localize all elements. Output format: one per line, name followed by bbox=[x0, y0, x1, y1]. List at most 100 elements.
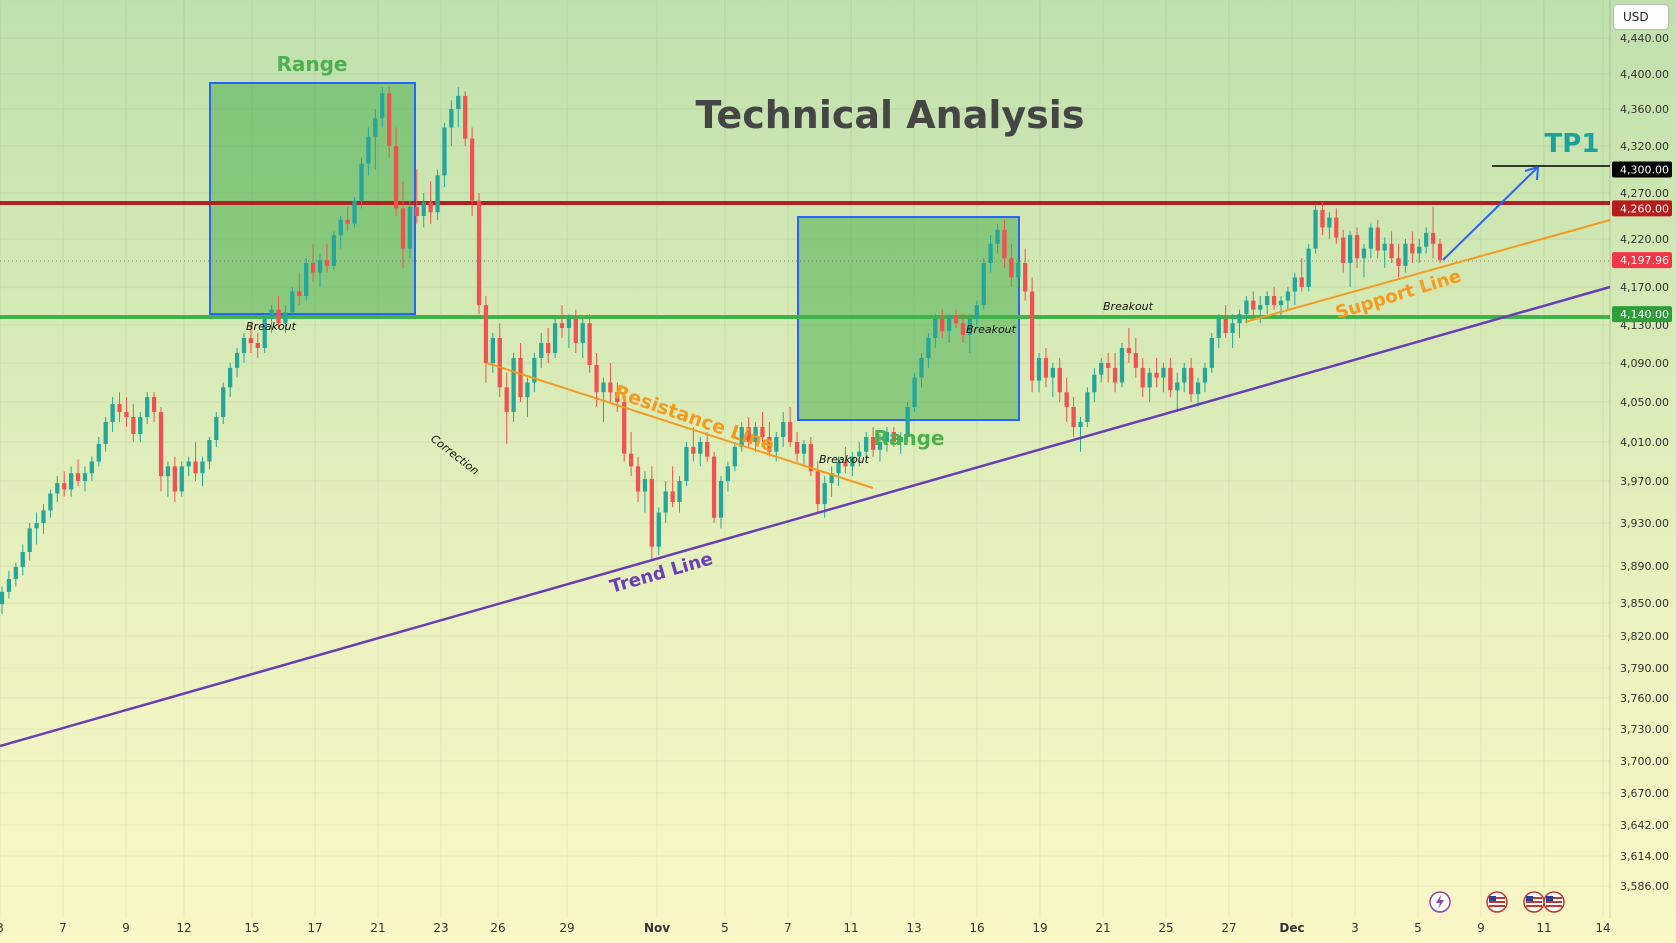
candle-body bbox=[1354, 235, 1360, 259]
x-tick-label: 3 bbox=[1351, 921, 1359, 935]
x-tick-label: Dec bbox=[1279, 921, 1304, 935]
candle-body bbox=[221, 387, 226, 417]
x-tick-label: 17 bbox=[307, 921, 322, 935]
candle-body bbox=[1292, 277, 1297, 292]
us-flag-icon[interactable] bbox=[1523, 891, 1545, 913]
candle-body bbox=[1271, 296, 1277, 306]
candle-body bbox=[248, 338, 254, 343]
candle-body bbox=[317, 260, 323, 273]
candle-body bbox=[1437, 243, 1443, 261]
range-box-1[interactable] bbox=[209, 82, 416, 315]
us-flag-icon[interactable] bbox=[1486, 891, 1508, 913]
x-tick-label: 5 bbox=[1414, 921, 1422, 935]
time-axis[interactable]: 3 7 9 12 15 17 21 23 26 29 Nov 5 7 11 13 16 19 21 25 27 Dec 3… bbox=[0, 921, 1611, 935]
candle-body bbox=[1154, 372, 1159, 378]
candle-body bbox=[1313, 209, 1318, 249]
candle-body bbox=[753, 427, 758, 442]
candle-body bbox=[767, 437, 772, 452]
candle-body bbox=[898, 437, 903, 442]
candle-body bbox=[656, 512, 661, 547]
y-tick-label: 4,320.00 bbox=[1620, 140, 1669, 153]
candle-body bbox=[864, 437, 869, 452]
candle-body bbox=[1403, 243, 1408, 266]
candle-body bbox=[75, 473, 81, 481]
candle-body bbox=[1147, 372, 1152, 388]
resistance-line[interactable] bbox=[486, 362, 874, 489]
candle-body bbox=[103, 422, 108, 444]
candle-body bbox=[373, 118, 378, 137]
y-tick-label: 3,614.00 bbox=[1620, 850, 1669, 863]
candle-body bbox=[1299, 277, 1304, 287]
candle-body bbox=[151, 397, 157, 412]
support-line[interactable] bbox=[1244, 219, 1611, 323]
x-tick-label: 25 bbox=[1158, 921, 1173, 935]
candle-body bbox=[504, 387, 509, 412]
x-tick-label: 21 bbox=[1095, 921, 1110, 935]
candle-body bbox=[594, 364, 599, 393]
y-tick-label: 3,730.00 bbox=[1620, 723, 1669, 736]
candle-body bbox=[1417, 246, 1422, 254]
x-tick-label: 11 bbox=[1536, 921, 1551, 935]
candle-body bbox=[1410, 243, 1415, 254]
us-flag-icon[interactable] bbox=[1543, 891, 1565, 913]
candle-body bbox=[1029, 291, 1035, 381]
candle-body bbox=[670, 491, 675, 502]
candle-body bbox=[877, 442, 883, 450]
candle-body bbox=[62, 483, 67, 490]
candle-body bbox=[117, 404, 122, 412]
y-tick-label: 3,790.00 bbox=[1620, 662, 1669, 675]
correction-label: Correction bbox=[428, 432, 481, 478]
candle-body bbox=[276, 309, 281, 324]
candle-body bbox=[628, 453, 634, 467]
candle-body bbox=[27, 528, 32, 553]
candle-body bbox=[642, 479, 648, 492]
candle-body bbox=[774, 437, 779, 452]
candle-body bbox=[525, 382, 530, 398]
price-axis[interactable]: 4,440.00 4,400.00 4,360.00 4,320.00 4,270.00… bbox=[1609, 0, 1669, 918]
candle-body bbox=[926, 338, 931, 358]
candle-body bbox=[456, 95, 461, 109]
candle-body bbox=[179, 466, 184, 492]
x-tick-label: 9 bbox=[1477, 921, 1485, 935]
candle-body bbox=[186, 461, 191, 467]
candle-body bbox=[449, 109, 454, 128]
y-tick-label: 3,760.00 bbox=[1620, 692, 1669, 705]
trend-line[interactable] bbox=[0, 285, 1611, 748]
currency-selector[interactable]: USD bbox=[1613, 4, 1669, 30]
candle-body bbox=[110, 404, 115, 422]
candle-body bbox=[34, 523, 39, 529]
candle-body bbox=[393, 146, 399, 209]
candle-body bbox=[622, 402, 627, 454]
x-tick-label: Nov bbox=[644, 921, 670, 935]
candle-body bbox=[1085, 392, 1090, 422]
x-tick-label: 29 bbox=[559, 921, 574, 935]
target-arrow[interactable] bbox=[1442, 166, 1539, 261]
candle-body bbox=[435, 175, 440, 213]
candle-body bbox=[1126, 348, 1132, 353]
candle-body bbox=[1119, 348, 1125, 383]
candle-body bbox=[850, 456, 855, 467]
candle-body bbox=[138, 417, 143, 434]
candle-body bbox=[511, 358, 516, 412]
breakout-label-1: Breakout bbox=[246, 320, 297, 333]
candle-body bbox=[1368, 227, 1374, 249]
candle-body bbox=[787, 422, 793, 442]
y-tick-label: 4,050.00 bbox=[1620, 396, 1669, 409]
candle-body bbox=[781, 422, 786, 437]
candle-body bbox=[124, 412, 129, 417]
candle-body bbox=[165, 466, 171, 477]
candle-body bbox=[933, 318, 938, 338]
candle-body bbox=[677, 481, 682, 502]
x-tick-label: 14 bbox=[1595, 921, 1610, 935]
y-tick-label: 3,970.00 bbox=[1620, 475, 1669, 488]
candle-body bbox=[82, 473, 88, 481]
lightning-icon[interactable] bbox=[1429, 891, 1451, 913]
candle-body bbox=[711, 456, 717, 518]
x-tick-label: 21 bbox=[370, 921, 385, 935]
candle-body bbox=[1306, 248, 1311, 287]
y-tick-label: 3,850.00 bbox=[1620, 597, 1669, 610]
candle-body bbox=[1230, 323, 1235, 333]
candle-body bbox=[559, 323, 565, 328]
candle-body bbox=[940, 318, 945, 331]
